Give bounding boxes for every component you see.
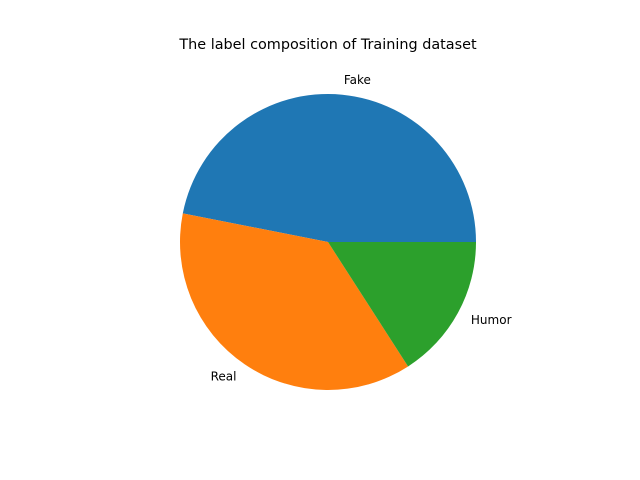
pie-label-fake: Fake [344,73,371,87]
pie-slices [179,93,477,391]
pie-slice-fake [182,93,477,242]
chart-title: The label composition of Training datase… [178,37,477,53]
pie-label-real: Real [211,370,237,384]
pie-label-humor: Humor [471,313,512,327]
pie-labels: Fake Real Humor [211,73,512,384]
pie-slice-humor [328,242,476,367]
pie-slice-real [179,213,409,391]
